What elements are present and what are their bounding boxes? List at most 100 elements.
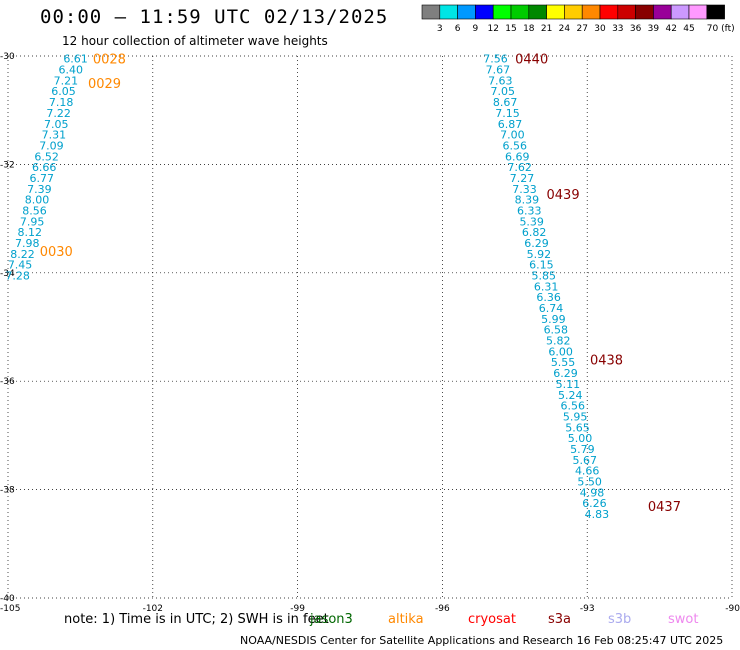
wave-height-value: 5.79 xyxy=(570,443,595,456)
wave-height-value: 7.62 xyxy=(507,161,532,174)
page-subtitle: 12 hour collection of altimeter wave hei… xyxy=(62,34,328,48)
wave-height-value: 5.82 xyxy=(546,335,571,348)
x-tick-label: -93 xyxy=(580,604,595,614)
colorbar-swatch xyxy=(421,4,441,20)
wave-height-value: 7.31 xyxy=(42,129,67,142)
colorbar-label: 6 xyxy=(455,24,461,34)
wave-height-value: 6.56 xyxy=(560,400,585,413)
wave-height-value: 7.00 xyxy=(500,129,525,142)
footer-note: note: 1) Time is in UTC; 2) SWH is in fe… xyxy=(64,612,329,627)
wave-height-value: 5.55 xyxy=(551,356,576,369)
wave-height-value: 7.56 xyxy=(483,53,508,66)
colorbar-label: 70 (ft) xyxy=(707,24,735,34)
colorbar-label: 24 xyxy=(559,24,571,34)
wave-height-value: 7.22 xyxy=(46,107,71,120)
wave-height-value: 6.87 xyxy=(498,118,523,131)
legend-item-jason3: jason3 xyxy=(310,612,353,627)
wave-height-value: 7.05 xyxy=(44,118,69,131)
y-tick-label: -36 xyxy=(0,377,15,387)
wave-height-value: 6.82 xyxy=(522,226,547,239)
wave-height-value: 7.09 xyxy=(39,139,64,152)
x-tick-label: -90 xyxy=(725,604,740,614)
colorbar-label: 30 xyxy=(594,24,606,34)
colorbar-label: 36 xyxy=(630,24,642,34)
wave-height-value: 7.63 xyxy=(488,74,513,87)
footer-credit: NOAA/NESDIS Center for Satellite Applica… xyxy=(240,634,724,647)
colorbar-swatch xyxy=(617,4,636,20)
colorbar-label: 18 xyxy=(523,24,535,34)
y-tick-label: -32 xyxy=(0,160,15,170)
wave-height-value: 6.36 xyxy=(536,291,561,304)
wave-height-value: 8.22 xyxy=(10,248,35,261)
wave-height-value: 6.74 xyxy=(539,302,564,315)
colorbar-label: 21 xyxy=(541,24,552,34)
wave-height-value: 6.29 xyxy=(524,237,549,250)
wave-height-value: 5.95 xyxy=(563,410,588,423)
colorbar-swatch xyxy=(457,4,476,20)
pass-time-label: 0028 xyxy=(93,53,126,68)
x-tick-label: -105 xyxy=(0,604,20,614)
pass-time-label: 0437 xyxy=(648,500,681,515)
wave-height-value: 7.45 xyxy=(8,259,33,272)
wave-height-value: 5.50 xyxy=(577,475,602,488)
colorbar-label: 27 xyxy=(576,24,587,34)
wave-height-value: 5.67 xyxy=(573,454,598,467)
wave-height-value: 6.58 xyxy=(544,324,569,337)
wave-height-value: 6.15 xyxy=(529,259,554,272)
wave-height-value: 7.33 xyxy=(512,183,537,196)
wave-height-value: 5.85 xyxy=(532,270,557,283)
pass-time-label: 0030 xyxy=(40,245,73,260)
x-tick-label: -96 xyxy=(435,604,450,614)
wave-height-value: 4.98 xyxy=(580,486,605,499)
wave-height-value: 6.00 xyxy=(548,345,573,358)
colorbar-swatch xyxy=(528,4,547,20)
wave-height-value: 7.21 xyxy=(54,74,79,87)
wave-height-value: 8.39 xyxy=(515,194,540,207)
colorbar-label: 9 xyxy=(473,24,479,34)
wave-height-value: 7.05 xyxy=(490,85,515,98)
colorbar-swatch xyxy=(635,4,654,20)
y-tick-label: -40 xyxy=(0,594,15,604)
wave-height-value: 7.27 xyxy=(510,172,535,185)
wave-height-value: 7.18 xyxy=(49,96,74,109)
wave-height-value: 5.11 xyxy=(556,378,581,391)
colorbar-label: 33 xyxy=(612,24,623,34)
pass-time-label: 0439 xyxy=(547,188,580,203)
colorbar-swatch xyxy=(706,4,725,20)
wave-height-value: 5.00 xyxy=(568,432,593,445)
wave-height-value: 8.12 xyxy=(17,226,42,239)
wave-height-value: 5.99 xyxy=(541,313,566,326)
wave-height-value: 6.66 xyxy=(32,161,57,174)
wave-height-value: 7.67 xyxy=(486,64,511,77)
colorbar-label: 3 xyxy=(437,24,443,34)
wave-height-value: 6.52 xyxy=(34,150,59,163)
wave-height-value: 7.39 xyxy=(27,183,52,196)
wave-height-value: 8.00 xyxy=(25,194,50,207)
colorbar-swatch xyxy=(653,4,672,20)
legend-item-cryosat: cryosat xyxy=(468,612,516,627)
wave-height-value: 5.39 xyxy=(519,215,544,228)
legend-item-s3a: s3a xyxy=(548,612,572,627)
colorbar-swatch xyxy=(688,4,708,20)
wave-height-value: 6.77 xyxy=(30,172,55,185)
colorbar-label: 42 xyxy=(665,24,676,34)
wave-height-value: 8.56 xyxy=(22,204,47,217)
wave-height-value: 7.95 xyxy=(20,215,45,228)
x-tick-label: -102 xyxy=(143,604,163,614)
legend-item-altika: altika xyxy=(388,612,424,627)
colorbar-swatch xyxy=(564,4,583,20)
colorbar-swatch xyxy=(670,4,690,20)
pass-time-label: 0440 xyxy=(515,53,548,68)
legend-item-s3b: s3b xyxy=(608,612,632,627)
legend-item-swot: swot xyxy=(668,612,699,627)
wave-height-value: 7.28 xyxy=(5,270,30,283)
wave-height-value: 6.31 xyxy=(534,280,559,293)
wave-height-value: 4.83 xyxy=(585,508,610,521)
colorbar-swatch xyxy=(546,4,565,20)
wave-height-value: 6.29 xyxy=(553,367,578,380)
pass-time-label: 0029 xyxy=(88,77,121,92)
y-tick-label: -38 xyxy=(0,486,15,496)
colorbar-swatch xyxy=(510,4,530,20)
wave-height-value: 6.40 xyxy=(58,64,83,77)
